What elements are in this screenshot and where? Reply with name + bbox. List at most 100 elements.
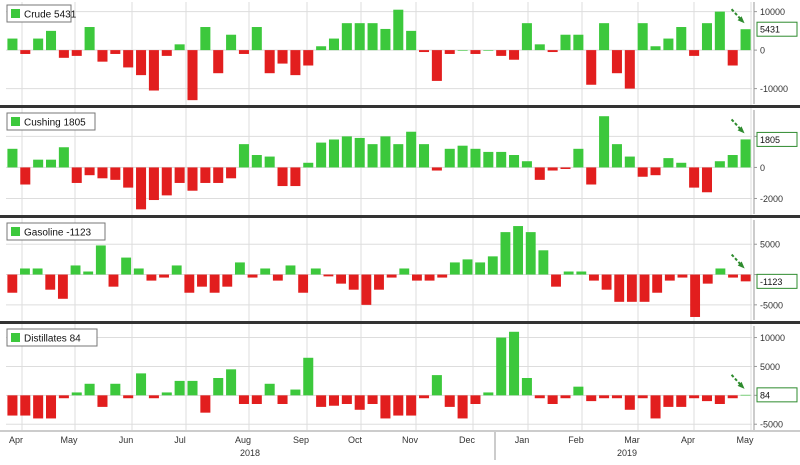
bar-positive bbox=[226, 369, 237, 396]
bar-positive bbox=[264, 156, 275, 168]
bar-positive bbox=[483, 50, 494, 51]
x-tick-label: Jun bbox=[119, 435, 134, 445]
bar-negative bbox=[611, 395, 622, 399]
legend-label: Distillates 84 bbox=[24, 334, 81, 345]
bar-positive bbox=[496, 151, 507, 168]
x-tick-label: Nov bbox=[402, 435, 419, 445]
bar-negative bbox=[247, 274, 258, 278]
bar-positive bbox=[238, 144, 249, 168]
x-tick-label: Jan bbox=[515, 435, 530, 445]
bar-positive bbox=[444, 148, 455, 168]
bar-positive bbox=[303, 357, 314, 396]
last-value-label: 1805 bbox=[760, 135, 780, 145]
annotation-arrow bbox=[730, 118, 744, 133]
bar-positive bbox=[133, 268, 144, 275]
bar-negative bbox=[33, 395, 44, 419]
last-value-box bbox=[756, 131, 798, 147]
bar-positive bbox=[483, 392, 494, 396]
bar-negative bbox=[614, 274, 625, 302]
x-tick-label: Mar bbox=[624, 435, 640, 445]
bar-negative bbox=[547, 167, 558, 171]
y-tick-label: 10000 bbox=[760, 333, 785, 343]
bar-negative bbox=[586, 50, 597, 85]
bar-negative bbox=[437, 274, 448, 278]
x-tick-label: Jul bbox=[174, 435, 186, 445]
bar-positive bbox=[70, 265, 81, 275]
y-tick-label: -5000 bbox=[760, 300, 783, 310]
bar-positive bbox=[354, 23, 365, 51]
bar-positive bbox=[715, 268, 726, 275]
x-tick-label: Oct bbox=[348, 435, 363, 445]
bar-negative bbox=[714, 395, 725, 404]
y-tick-label: 5000 bbox=[760, 240, 780, 250]
bar-negative bbox=[197, 274, 207, 287]
bar-positive bbox=[457, 50, 468, 51]
bar-positive bbox=[328, 38, 339, 51]
bar-positive bbox=[367, 23, 378, 51]
bar-negative bbox=[187, 50, 198, 101]
bar-positive bbox=[84, 27, 95, 51]
bar-negative bbox=[184, 274, 195, 293]
panel-separator bbox=[0, 105, 800, 108]
bar-positive bbox=[310, 268, 321, 275]
bar-negative bbox=[626, 274, 637, 302]
bar-negative bbox=[547, 395, 558, 404]
bar-positive bbox=[521, 378, 532, 396]
y-tick-label: 10000 bbox=[760, 7, 785, 17]
last-value-label: 5431 bbox=[760, 25, 780, 35]
bar-negative bbox=[419, 50, 430, 53]
bar-positive bbox=[534, 44, 545, 51]
bar-negative bbox=[639, 274, 650, 302]
legend-label: Gasoline -1123 bbox=[24, 228, 92, 239]
bar-negative bbox=[406, 395, 417, 416]
bar-positive bbox=[32, 268, 43, 275]
bar-negative bbox=[58, 50, 69, 58]
bar-negative bbox=[57, 274, 68, 299]
bar-negative bbox=[290, 167, 301, 187]
bar-positive bbox=[380, 28, 391, 51]
bar-positive bbox=[573, 386, 584, 396]
bar-negative bbox=[348, 274, 359, 290]
bar-positive bbox=[449, 262, 460, 275]
bar-negative bbox=[303, 50, 314, 66]
bar-positive bbox=[538, 250, 549, 275]
bar-negative bbox=[298, 274, 309, 293]
panel-separator bbox=[0, 215, 800, 218]
bar-positive bbox=[95, 245, 106, 275]
bar-negative bbox=[226, 167, 237, 179]
bar-negative bbox=[161, 167, 172, 196]
bar-negative bbox=[148, 395, 159, 399]
bar-negative bbox=[637, 395, 648, 399]
bar-negative bbox=[123, 167, 134, 188]
bar-positive bbox=[290, 389, 301, 396]
bar-negative bbox=[136, 50, 147, 76]
legend-swatch bbox=[11, 117, 20, 126]
bar-positive bbox=[560, 34, 571, 51]
bar-negative bbox=[45, 274, 56, 290]
bar-positive bbox=[136, 373, 147, 396]
panel-4: 10000 5000 -5000 84 Distillates 84 bbox=[6, 326, 798, 430]
bar-positive bbox=[84, 383, 95, 396]
bar-negative bbox=[534, 167, 545, 180]
bar-negative bbox=[393, 395, 404, 416]
bar-negative bbox=[97, 50, 108, 62]
x-axis: Apr May Jun Jul Aug Sep Oct Nov Dec Jan Feb Mar Apr M… bbox=[0, 430, 800, 460]
bar-positive bbox=[525, 232, 536, 275]
bar-negative bbox=[424, 274, 435, 281]
bar-positive bbox=[563, 271, 574, 275]
bar-negative bbox=[664, 274, 675, 281]
annotation-arrow bbox=[730, 374, 744, 388]
bar-negative bbox=[386, 274, 397, 278]
bar-negative bbox=[611, 50, 622, 74]
bar-positive bbox=[521, 23, 532, 51]
bar-negative bbox=[624, 50, 635, 89]
y-tick-label: -2000 bbox=[760, 194, 783, 204]
bar-negative bbox=[689, 395, 700, 399]
panel-1: 10000 0 -10000 5431 Crude 5431 bbox=[6, 2, 798, 104]
bar-positive bbox=[354, 137, 365, 168]
bar-negative bbox=[290, 50, 301, 76]
bar-negative bbox=[316, 395, 327, 407]
bar-negative bbox=[200, 395, 211, 413]
legend-swatch bbox=[11, 9, 20, 18]
